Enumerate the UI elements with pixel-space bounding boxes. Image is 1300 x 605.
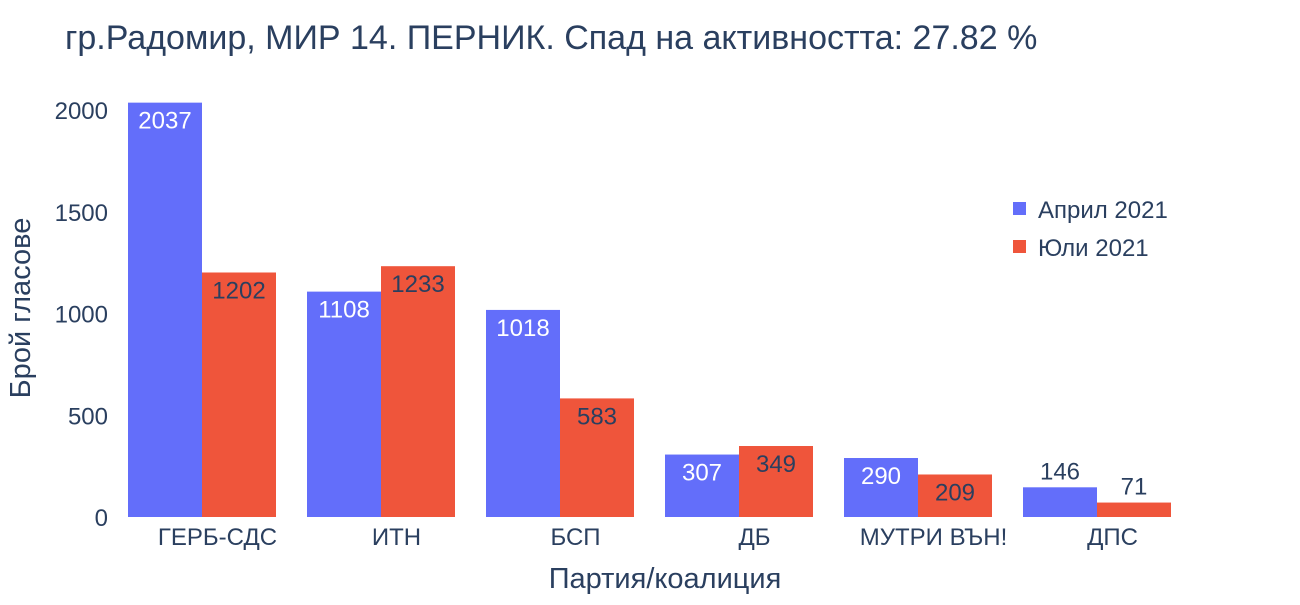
y-axis-title: Брой гласове xyxy=(5,218,37,399)
legend-swatch xyxy=(1013,202,1026,215)
bar xyxy=(128,102,202,517)
bar-value-label: 1018 xyxy=(496,315,549,342)
y-axis: 0 500 1000 1500 2000 xyxy=(55,98,108,532)
bar-value-label: 1108 xyxy=(318,297,370,324)
bar xyxy=(739,446,813,517)
x-axis-title: Партия/коалиция xyxy=(549,563,782,595)
x-tick-label: ДБ xyxy=(738,524,770,551)
x-tick-label: БСП xyxy=(550,524,600,551)
x-tick-label: ГЕРБ-СДС xyxy=(158,524,277,551)
y-tick-label: 1500 xyxy=(55,200,108,227)
y-tick-label: 500 xyxy=(68,403,108,430)
bar xyxy=(918,474,992,517)
plot-area: 2037 1108 1018 307 290 146 1202 1233 583 349 209 71 xyxy=(128,102,1171,517)
legend: Април 2021 Юли 2021 xyxy=(1013,197,1168,262)
bar xyxy=(486,309,560,517)
bar-value-label: 146 xyxy=(1040,458,1080,485)
legend-label: Април 2021 xyxy=(1038,197,1168,224)
bar xyxy=(1023,487,1097,517)
x-tick-label: ДПС xyxy=(1087,524,1138,551)
bar-value-label: 71 xyxy=(1121,474,1148,501)
bar xyxy=(1097,502,1171,517)
bar xyxy=(202,272,276,517)
bar xyxy=(665,454,739,517)
bar-value-label: 349 xyxy=(756,451,796,478)
bar xyxy=(560,398,634,517)
y-tick-label: 1000 xyxy=(55,302,108,329)
bar-value-label: 1233 xyxy=(391,271,444,298)
x-axis: ГЕРБ-СДС ИТН БСП ДБ МУТРИ ВЪН! ДПС xyxy=(158,524,1138,551)
y-tick-label: 2000 xyxy=(55,98,108,125)
bar xyxy=(307,291,381,517)
legend-label: Юли 2021 xyxy=(1038,235,1149,262)
bar-value-label: 1202 xyxy=(212,277,265,304)
bar-value-label: 209 xyxy=(935,479,975,506)
bar-value-label: 2037 xyxy=(138,108,191,135)
chart-title: гр.Радомир, МИР 14. ПЕРНИК. Спад на акти… xyxy=(65,19,1037,57)
y-tick-label: 0 xyxy=(95,505,108,532)
bar xyxy=(381,266,455,517)
x-tick-label: МУТРИ ВЪН! xyxy=(860,524,1007,551)
legend-swatch xyxy=(1013,240,1026,253)
bar-value-label: 290 xyxy=(861,463,901,490)
bar-value-label: 307 xyxy=(682,460,722,487)
bar-value-label: 583 xyxy=(577,403,617,430)
x-tick-label: ИТН xyxy=(372,524,421,551)
bar xyxy=(844,458,918,517)
